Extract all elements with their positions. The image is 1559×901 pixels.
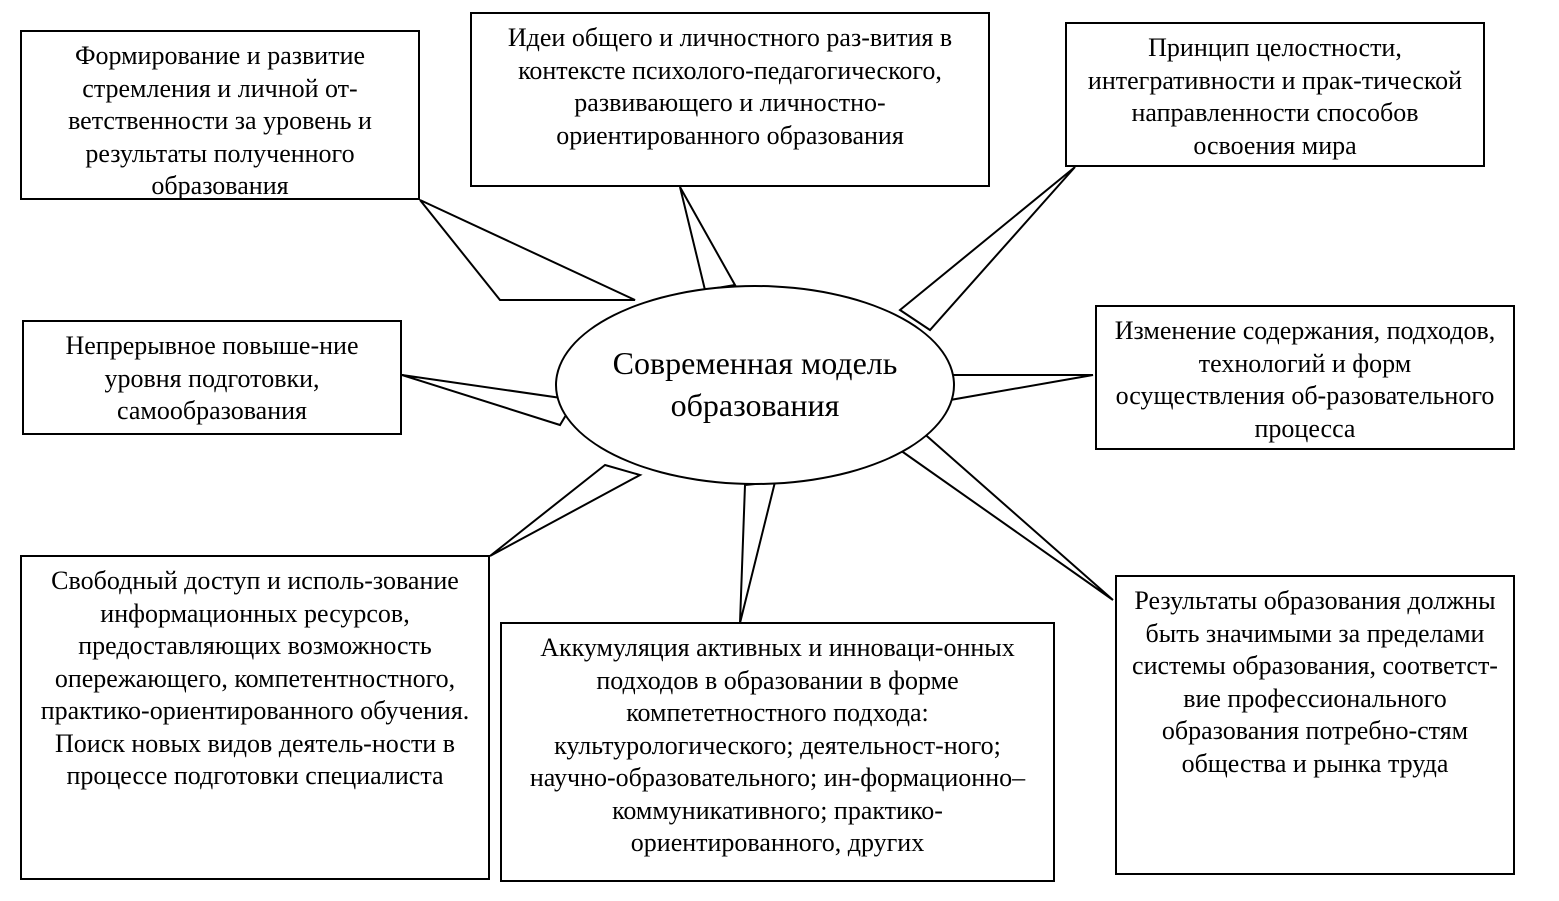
- concept-box: Изменение содержания, подходов, технолог…: [1095, 305, 1515, 450]
- concept-label: Идеи общего и личностного раз-вития в ко…: [508, 23, 952, 150]
- concept-box: Формирование и развитие стремления и лич…: [20, 30, 420, 200]
- concept-label: Изменение содержания, подходов, технолог…: [1115, 316, 1496, 443]
- concept-box: Непрерывное повыше-ние уровня подготовки…: [22, 320, 402, 435]
- concept-box: Аккумуляция активных и инноваци-онных по…: [500, 622, 1055, 882]
- concept-label: Непрерывное повыше-ние уровня подготовки…: [65, 331, 358, 425]
- concept-label: Формирование и развитие стремления и лич…: [68, 41, 372, 200]
- concept-label: Принцип целостности, интегративности и п…: [1088, 33, 1462, 160]
- connector-tail: [740, 482, 775, 623]
- connector-tail: [950, 375, 1093, 400]
- center-label: Современная модель образования: [555, 343, 955, 426]
- connector-tail: [402, 375, 575, 425]
- concept-label: Аккумуляция активных и инноваци-онных по…: [530, 633, 1025, 857]
- concept-label: Результаты образования должны быть значи…: [1132, 586, 1498, 778]
- concept-label: Свободный доступ и исполь-зование информ…: [41, 566, 470, 790]
- concept-box: Результаты образования должны быть значи…: [1115, 575, 1515, 875]
- mindmap-diagram: Современная модель образования Формирова…: [0, 0, 1559, 901]
- connector-tail: [680, 187, 735, 290]
- center-node: Современная модель образования: [555, 285, 955, 485]
- concept-box: Идеи общего и личностного раз-вития в ко…: [470, 12, 990, 187]
- concept-box: Свободный доступ и исполь-зование информ…: [20, 555, 490, 880]
- concept-box: Принцип целостности, интегративности и п…: [1065, 22, 1485, 167]
